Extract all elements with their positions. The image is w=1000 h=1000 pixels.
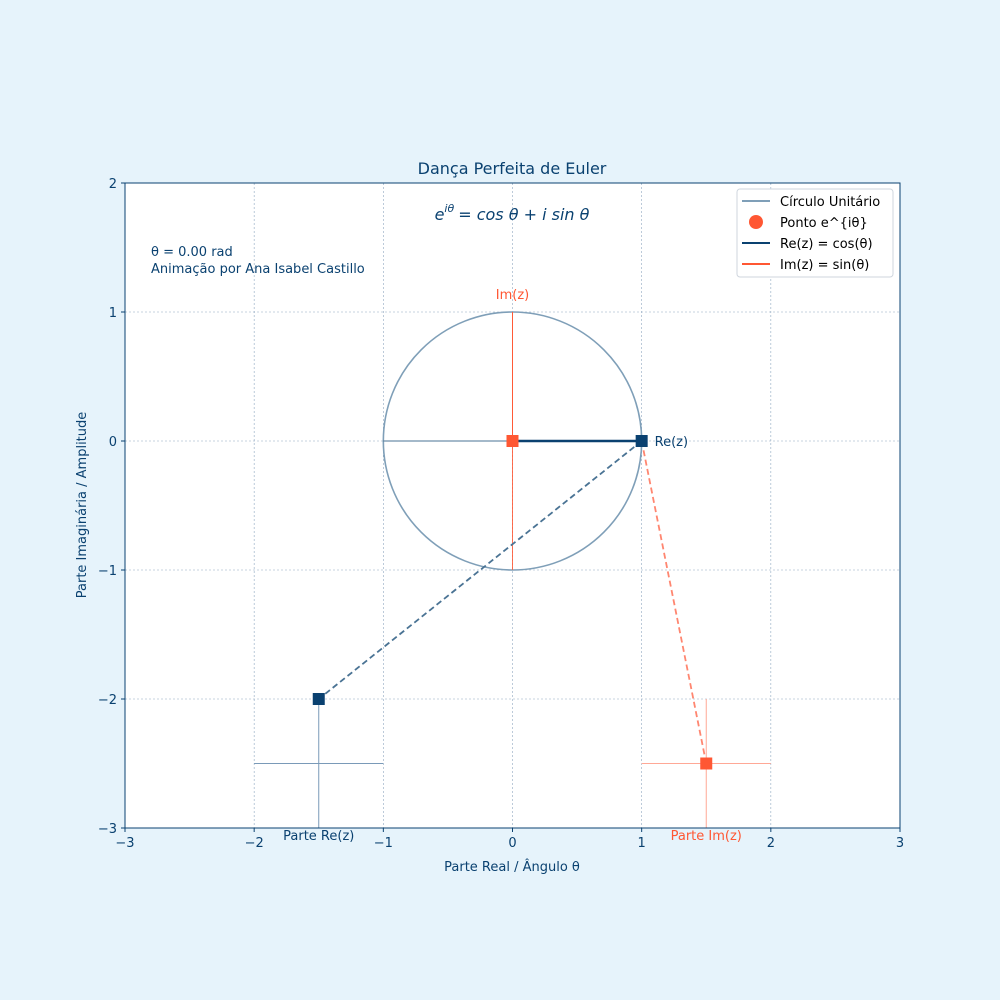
x-axis-label: Parte Real / Ângulo θ xyxy=(444,859,580,875)
chart-title: Dança Perfeita de Euler xyxy=(418,159,607,178)
legend-label-imag: Im(z) = sin(θ) xyxy=(780,258,869,273)
x-tick-label: 1 xyxy=(638,836,646,851)
y-tick-label: 2 xyxy=(109,177,117,192)
credit-annotation: Animação por Ana Isabel Castillo xyxy=(151,262,365,277)
legend-label-real: Re(z) = cos(θ) xyxy=(780,237,873,252)
data-layer: Im(z) Re(z) Parte Re(z) Parte Im(z) xyxy=(254,288,771,844)
legend-label-point: Ponto e^{iθ} xyxy=(780,216,868,231)
re-point-label: Re(z) xyxy=(655,435,688,450)
formula-rest: = cos θ + i sin θ xyxy=(458,205,589,224)
y-tick-label: −2 xyxy=(98,693,117,708)
formula-exponent: iθ xyxy=(444,202,454,215)
im-axis-label: Im(z) xyxy=(496,288,529,303)
origin-point-marker xyxy=(506,435,519,447)
ticks: −3 −2 −1 0 1 2 3 −3 −2 −1 0 1 2 xyxy=(98,177,904,851)
euler-formula: eiθ = cos θ + i sin θ xyxy=(435,202,590,224)
y-axis-label: Parte Imaginária / Amplitude xyxy=(75,412,90,599)
theta-annotation: θ = 0.00 rad xyxy=(151,245,233,260)
x-tick-label: −2 xyxy=(245,836,264,851)
projection-link xyxy=(640,440,708,764)
legend-label-circle: Círculo Unitário xyxy=(780,195,880,210)
imag-projection-marker xyxy=(700,757,713,770)
projection-link xyxy=(318,440,643,700)
re-part-label: Parte Re(z) xyxy=(283,829,354,844)
im-part-label: Parte Im(z) xyxy=(671,829,742,844)
x-tick-label: 2 xyxy=(767,836,775,851)
x-tick-label: −3 xyxy=(115,836,134,851)
y-tick-label: 1 xyxy=(109,306,117,321)
legend: Círculo Unitário Ponto e^{iθ} Re(z) = co… xyxy=(736,188,894,278)
y-tick-label: −3 xyxy=(98,822,117,837)
y-tick-label: 0 xyxy=(109,435,117,450)
legend-swatch-point xyxy=(749,215,763,229)
legend-box xyxy=(736,188,894,278)
real-projection-marker xyxy=(312,693,325,705)
y-tick-label: −1 xyxy=(98,564,117,579)
x-tick-label: 3 xyxy=(896,836,904,851)
formula-base: e xyxy=(435,205,445,224)
grid xyxy=(125,183,900,828)
circle-point-marker xyxy=(635,435,648,447)
x-tick-label: −1 xyxy=(374,836,393,851)
x-tick-label: 0 xyxy=(508,836,516,851)
